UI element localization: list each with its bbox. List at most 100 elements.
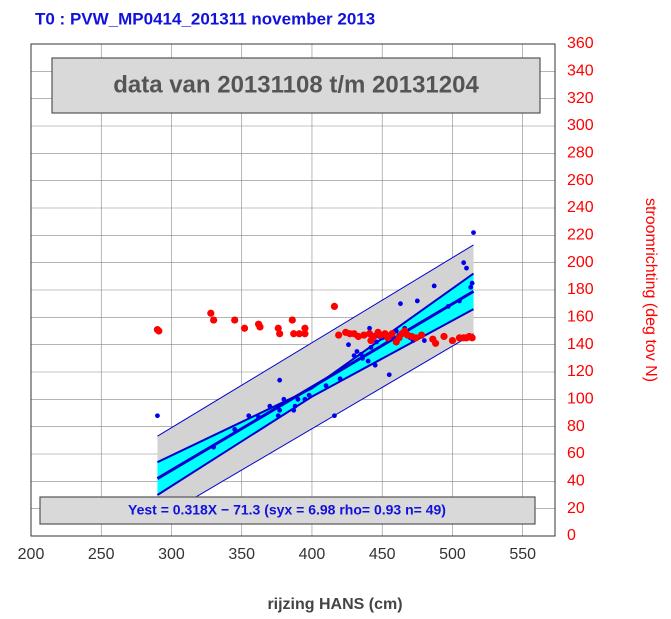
point bbox=[457, 298, 462, 304]
point bbox=[358, 351, 364, 357]
point bbox=[295, 396, 301, 402]
point bbox=[354, 332, 362, 341]
y-axis-label: stroomrichting (deg tov N) bbox=[642, 198, 659, 382]
y-tick-label: 360 bbox=[567, 35, 594, 52]
point bbox=[354, 349, 360, 354]
y-tick-label: 300 bbox=[567, 117, 594, 134]
x-tick-label: 500 bbox=[439, 546, 466, 563]
point bbox=[295, 330, 303, 338]
point bbox=[301, 330, 309, 338]
point bbox=[368, 345, 374, 350]
prediction-band-edge bbox=[157, 333, 474, 521]
point bbox=[445, 304, 451, 309]
point bbox=[372, 362, 378, 368]
y-tick-label: 280 bbox=[567, 145, 594, 162]
x-tick-label: 450 bbox=[369, 546, 396, 563]
y-tick-label: 320 bbox=[567, 90, 594, 107]
point bbox=[431, 283, 437, 289]
point bbox=[468, 284, 474, 290]
y-tick-label: 260 bbox=[567, 172, 594, 189]
annotation-box bbox=[51, 57, 541, 114]
y-tick-label: 340 bbox=[567, 63, 594, 80]
point bbox=[412, 334, 420, 342]
point bbox=[323, 383, 329, 389]
point bbox=[386, 372, 392, 378]
prediction-band bbox=[157, 244, 474, 520]
point bbox=[360, 355, 365, 361]
prediction-band-edge bbox=[157, 244, 474, 437]
point bbox=[231, 316, 239, 324]
point bbox=[374, 339, 379, 345]
point bbox=[346, 342, 351, 348]
point bbox=[274, 324, 282, 332]
y-tick-label: 240 bbox=[567, 199, 594, 216]
point bbox=[276, 330, 284, 338]
y-tick-label: 100 bbox=[567, 391, 594, 408]
point bbox=[288, 316, 296, 324]
point bbox=[335, 331, 343, 339]
y-tick-label: 180 bbox=[567, 281, 594, 298]
point bbox=[448, 336, 457, 345]
point bbox=[365, 358, 371, 364]
x-tick-label: 350 bbox=[228, 546, 255, 563]
y-tick-label: 0 bbox=[567, 527, 576, 544]
point bbox=[277, 407, 283, 413]
annotation: Yest = 0.318X − 71.3 (syx = 6.98 rho= 0.… bbox=[128, 502, 446, 518]
point bbox=[351, 353, 357, 358]
point bbox=[210, 316, 218, 324]
y-tick-label: 80 bbox=[567, 418, 585, 435]
point bbox=[267, 403, 273, 409]
point bbox=[431, 339, 440, 347]
point bbox=[330, 302, 339, 310]
point bbox=[469, 280, 475, 286]
point bbox=[155, 327, 163, 335]
y-tick-label: 200 bbox=[567, 254, 594, 271]
point bbox=[256, 323, 264, 331]
point bbox=[468, 334, 476, 342]
point bbox=[417, 331, 426, 339]
y-tick-label: 120 bbox=[567, 363, 594, 380]
chart-title: T0 : PVW_MP0414_201311 november 2013 bbox=[35, 9, 375, 28]
plot-border bbox=[30, 43, 556, 537]
point bbox=[256, 414, 261, 420]
point bbox=[302, 396, 308, 402]
point bbox=[461, 260, 467, 266]
point bbox=[277, 377, 283, 383]
y-tick-label: 20 bbox=[567, 500, 585, 517]
point bbox=[291, 407, 297, 413]
point bbox=[281, 396, 287, 402]
point bbox=[464, 265, 469, 271]
point bbox=[471, 230, 476, 236]
x-tick-label: 200 bbox=[18, 546, 45, 563]
x-tick-label: 300 bbox=[158, 546, 185, 563]
point bbox=[398, 301, 403, 307]
annotation-box bbox=[39, 496, 536, 525]
point bbox=[207, 309, 215, 317]
point bbox=[301, 324, 309, 332]
y-tick-label: 160 bbox=[567, 309, 594, 326]
point bbox=[421, 338, 427, 343]
point bbox=[337, 376, 343, 382]
point bbox=[155, 413, 160, 419]
y-tick-label: 60 bbox=[567, 445, 585, 462]
point bbox=[232, 427, 238, 432]
y-tick-label: 40 bbox=[567, 473, 585, 490]
y-tick-label: 220 bbox=[567, 227, 594, 244]
x-tick-label: 250 bbox=[88, 546, 115, 563]
point bbox=[306, 392, 312, 398]
point bbox=[246, 413, 252, 419]
point bbox=[290, 330, 298, 338]
annotation: data van 20131108 t/m 20131204 bbox=[113, 71, 479, 98]
y-tick-label: 140 bbox=[567, 336, 594, 353]
point bbox=[292, 403, 298, 409]
confidence-band bbox=[157, 273, 474, 495]
point bbox=[367, 325, 372, 331]
confidence-band-edge bbox=[156, 308, 474, 496]
point bbox=[440, 332, 448, 341]
point bbox=[388, 330, 396, 338]
point bbox=[211, 444, 217, 450]
x-tick-label: 550 bbox=[509, 546, 536, 563]
x-tick-label: 400 bbox=[299, 546, 326, 563]
point bbox=[240, 324, 249, 332]
